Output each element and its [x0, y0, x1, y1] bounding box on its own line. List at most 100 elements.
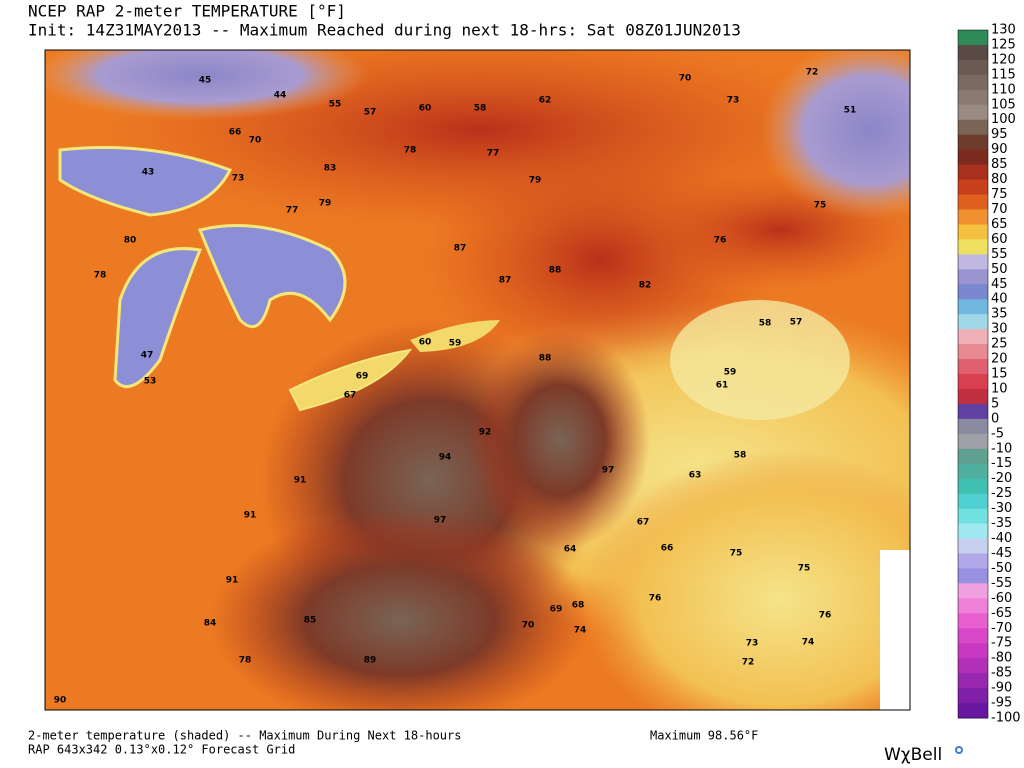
colorbar-band	[958, 284, 988, 300]
colorbar-label: -60	[991, 591, 1012, 606]
colorbar-label: -90	[991, 681, 1012, 696]
colorbar-label: 0	[991, 411, 999, 426]
colorbar-band	[958, 164, 988, 181]
colorbar-band	[958, 673, 988, 689]
colorbar-label: -10	[991, 441, 1012, 456]
station-value: 70	[522, 621, 535, 631]
station-value: 72	[806, 68, 819, 78]
station-value: 87	[454, 244, 467, 254]
station-value: 55	[329, 100, 342, 110]
station-value: 88	[549, 266, 562, 276]
colorbar-label: 10	[991, 381, 1008, 396]
station-value: 76	[649, 594, 662, 604]
station-value: 88	[539, 354, 552, 364]
station-value: 78	[239, 656, 252, 666]
colorbar-label: -25	[991, 486, 1012, 501]
station-value: 75	[814, 201, 827, 211]
map-area	[45, 50, 910, 710]
station-value: 69	[550, 605, 563, 615]
station-value: 87	[499, 276, 512, 286]
colorbar-band	[958, 194, 988, 210]
colorbar-band	[958, 658, 988, 674]
colorbar-label: 5	[991, 396, 999, 411]
station-value: 60	[419, 104, 432, 114]
colorbar-band	[958, 523, 988, 540]
colorbar-label: -50	[991, 561, 1012, 576]
station-value: 64	[564, 545, 577, 555]
colorbar: 1301251201151101051009590858075706560555…	[957, 23, 1021, 726]
colorbar-label: 60	[991, 232, 1008, 247]
colorbar-band	[958, 688, 988, 704]
colorbar-label: -40	[991, 531, 1012, 546]
colorbar-band	[958, 538, 988, 554]
station-value: 67	[344, 391, 357, 401]
colorbar-band	[958, 254, 988, 270]
station-value: 91	[294, 476, 307, 486]
colorbar-band	[958, 508, 988, 525]
colorbar-label: 25	[991, 337, 1008, 352]
colorbar-label: -30	[991, 501, 1012, 516]
colorbar-label: 80	[991, 172, 1008, 187]
colorbar-band	[958, 134, 988, 151]
colorbar-band	[958, 613, 988, 629]
colorbar-label: -80	[991, 651, 1012, 666]
colorbar-band	[958, 314, 988, 330]
colorbar-band	[958, 239, 988, 255]
colorbar-band	[958, 553, 988, 569]
station-value: 75	[798, 564, 811, 574]
station-value: 97	[602, 466, 615, 476]
station-value: 94	[439, 453, 452, 463]
station-value: 73	[746, 639, 759, 649]
colorbar-label: 95	[991, 127, 1008, 142]
station-value: 58	[474, 104, 487, 114]
colorbar-label: 35	[991, 307, 1008, 322]
station-value: 91	[244, 511, 257, 521]
station-value: 83	[324, 164, 337, 174]
station-value: 68	[572, 601, 585, 611]
colorbar-label: 130	[991, 23, 1016, 38]
colorbar-label: 90	[991, 142, 1008, 157]
colorbar-label: -20	[991, 471, 1012, 486]
footer-description: 2-meter temperature (shaded) -- Maximum …	[28, 729, 461, 743]
colorbar-frame	[957, 29, 989, 719]
colorbar-band	[958, 59, 988, 76]
station-value: 74	[574, 626, 587, 636]
colorbar-label: -35	[991, 516, 1012, 531]
colorbar-label: -100	[991, 711, 1021, 726]
station-value: 97	[434, 516, 447, 526]
colorbar-label: 45	[991, 277, 1008, 292]
colorbar-label: 110	[991, 82, 1016, 97]
colorbar-band	[958, 149, 988, 166]
station-value: 90	[54, 696, 67, 706]
colorbar-band	[958, 463, 988, 480]
station-value: 85	[304, 616, 317, 626]
station-value: 63	[689, 471, 702, 481]
colorbar-band	[958, 433, 988, 450]
colorbar-band	[958, 179, 988, 196]
station-value: 77	[487, 149, 500, 159]
colorbar-band	[958, 598, 988, 614]
colorbar-label: 75	[991, 187, 1008, 202]
colorbar-label: -45	[991, 546, 1012, 561]
colorbar-label: -65	[991, 606, 1012, 621]
colorbar-label: 120	[991, 52, 1016, 67]
station-labels: 45 44 55 57 60 58 62 70 72 51 73 66 70 83 78 77 79 43 73 77…	[54, 68, 857, 706]
station-value: 82	[639, 281, 652, 291]
station-value: 45	[199, 76, 212, 86]
colorbar-label: -5	[991, 426, 1004, 441]
colorbar-band	[958, 104, 988, 121]
map-frame	[44, 49, 911, 711]
station-value: 43	[142, 168, 155, 178]
colorbar-band	[958, 359, 988, 375]
colorbar-band	[958, 74, 988, 91]
station-value: 76	[819, 611, 832, 621]
colorbar-label: -85	[991, 666, 1012, 681]
colorbar-band	[958, 209, 988, 225]
colorbar-label: 65	[991, 217, 1008, 232]
station-value: 51	[844, 106, 857, 116]
station-value: 44	[274, 91, 287, 101]
station-value: 70	[249, 136, 262, 146]
colorbar-label: 115	[991, 67, 1016, 82]
colorbar-band	[958, 643, 988, 659]
station-value: 59	[724, 368, 737, 378]
